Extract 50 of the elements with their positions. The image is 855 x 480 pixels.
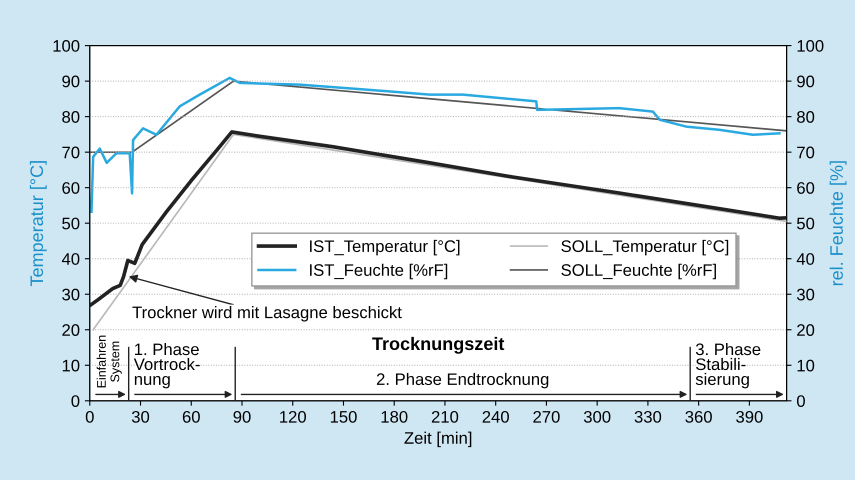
x-tick-label: 210	[432, 410, 458, 423]
x-tick-label: 0	[86, 410, 94, 423]
y-tick-label: 70	[62, 146, 80, 158]
y-tick-label: 100	[54, 40, 80, 52]
y2-axis-title: rel. Feuchte [%]	[830, 161, 847, 286]
y2-tick-label: 90	[797, 76, 814, 88]
annotation: 3. Phase Stabili- sierung	[696, 342, 760, 388]
x-tick-label: 90	[234, 410, 251, 423]
x-tick-label: 60	[182, 410, 200, 423]
x-tick-label: 240	[482, 410, 509, 423]
y2-tick-label: 60	[797, 182, 814, 194]
x-axis-title: Zeit [min]	[404, 432, 472, 448]
y2-tick-label: 70	[797, 146, 814, 158]
x-tick-label: 120	[280, 410, 306, 423]
annotation: Trocknungszeit	[372, 336, 504, 354]
y-tick-label: 90	[62, 76, 80, 88]
y2-tick-label: 50	[796, 218, 814, 230]
y-tick-label: 0	[71, 395, 80, 408]
y2-tick-label: 80	[797, 111, 814, 123]
y2-tick-label: 20	[797, 324, 814, 336]
y2-tick-label: 0	[796, 395, 805, 408]
y2-tick-label: 40	[796, 253, 814, 265]
y2-tick-label: 100	[798, 40, 824, 52]
y2-tick-label: 10	[798, 360, 814, 372]
x-tick-label: 330	[634, 410, 662, 423]
legend-label: IST_Temperatur [°C]	[310, 240, 460, 256]
y-tick-label: 30	[62, 288, 80, 300]
y-axis-title: Temperatur [°C]	[30, 161, 47, 286]
y-tick-label: 10	[62, 360, 80, 372]
legend-label: IST_Feuchte [%rF]	[310, 264, 448, 280]
legend-label: SOLL_Feuchte [%rF]	[561, 264, 716, 280]
y-tick-label: 60	[62, 182, 80, 194]
y-tick-label: 20	[62, 324, 80, 336]
x-tick-label: 150	[330, 410, 357, 423]
y-tick-label: 50	[62, 218, 80, 230]
legend-label: SOLL_Temperatur [°C]	[561, 240, 728, 256]
annotation: 1. Phase Vortrock- nung	[134, 342, 200, 388]
annotation: Einfahren System	[96, 336, 122, 388]
annotation: 2. Phase Endtrocknung	[376, 372, 548, 388]
x-tick-label: 360	[685, 410, 712, 423]
y2-tick-label: 30	[796, 288, 814, 300]
x-tick-label: 180	[382, 410, 408, 423]
y-tick-label: 80	[62, 111, 80, 123]
x-tick-label: 390	[736, 410, 763, 423]
y-tick-label: 40	[62, 253, 80, 265]
x-tick-label: 300	[584, 410, 610, 423]
x-tick-label: 30	[132, 410, 150, 423]
annotation: Trockner wird mit Lasagne beschickt	[132, 306, 402, 322]
line-series	[90, 76, 781, 214]
x-tick-label: 270	[533, 410, 560, 423]
